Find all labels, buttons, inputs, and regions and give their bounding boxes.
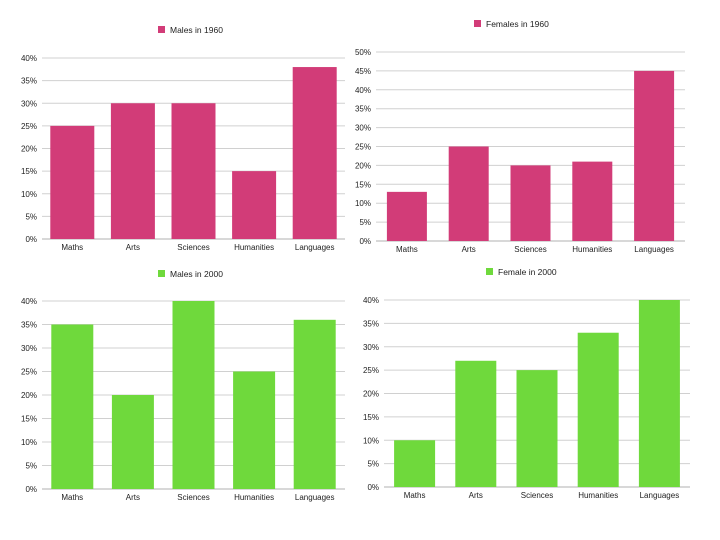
bar-arts — [111, 395, 154, 489]
x-tick-label: Maths — [404, 491, 426, 500]
bar-maths — [50, 125, 95, 239]
y-tick-label: 30% — [21, 99, 37, 108]
y-tick-label: 35% — [21, 321, 37, 330]
legend-swatch — [486, 268, 493, 275]
y-tick-label: 20% — [21, 391, 37, 400]
x-tick-label: Languages — [295, 493, 335, 502]
chart-males-1960: 0% 5% 10% 15% 20% 25% 30% 35% 40% Maths Arts Scienc… — [21, 25, 345, 252]
y-tick-label: 25% — [21, 122, 37, 131]
y-tick-label: 0% — [25, 235, 37, 244]
y-tick-label: 20% — [21, 145, 37, 154]
y-tick-label: 10% — [355, 199, 371, 208]
y-tick-label: 30% — [21, 344, 37, 353]
x-tick-label: Humanities — [578, 491, 618, 500]
y-tick-label: 5% — [25, 462, 37, 471]
bar-sciences — [172, 301, 215, 489]
y-tick-label: 5% — [367, 460, 379, 469]
bar-arts — [110, 103, 155, 239]
bar-sciences — [171, 103, 216, 239]
chart-males-2000: 0% 5% 10% 15% 20% 25% 30% 35% 40% Maths Arts Scienc… — [21, 269, 345, 502]
x-tick-label: Arts — [469, 491, 483, 500]
y-tick-label: 15% — [21, 167, 37, 176]
bar-languages — [293, 319, 336, 489]
x-tick-label: Arts — [126, 243, 140, 252]
y-tick-label: 35% — [363, 319, 379, 328]
bar-humanities — [233, 371, 276, 489]
y-tick-label: 40% — [355, 86, 371, 95]
bar-arts — [455, 360, 497, 487]
legend-swatch — [474, 20, 481, 27]
y-tick-label: 15% — [21, 415, 37, 424]
x-tick-label: Humanities — [572, 245, 612, 254]
y-tick-label: 25% — [355, 143, 371, 152]
x-tick-label: Arts — [462, 245, 476, 254]
legend-swatch — [158, 270, 165, 277]
bar-languages — [638, 300, 680, 487]
y-tick-label: 20% — [363, 390, 379, 399]
x-tick-label: Languages — [634, 245, 674, 254]
bar-humanities — [232, 171, 277, 239]
bar-sciences — [516, 370, 558, 487]
y-tick-label: 35% — [355, 105, 371, 114]
x-tick-label: Humanities — [234, 493, 274, 502]
y-tick-label: 40% — [21, 297, 37, 306]
y-tick-label: 0% — [367, 483, 379, 492]
x-tick-label: Languages — [295, 243, 335, 252]
bar-languages — [292, 67, 337, 239]
y-tick-label: 20% — [355, 161, 371, 170]
legend-label: Males in 2000 — [170, 269, 223, 279]
bar-languages — [634, 70, 675, 242]
bar-maths — [386, 191, 427, 241]
y-tick-label: 40% — [21, 54, 37, 63]
x-tick-label: Sciences — [521, 491, 553, 500]
bar-maths — [394, 440, 436, 487]
bar-maths — [51, 324, 94, 489]
x-tick-label: Maths — [396, 245, 418, 254]
y-tick-label: 15% — [355, 180, 371, 189]
chart-females-1960: 0% 5% 10% 15% 20% 25% 30% 35% 40% 45% 50% Maths Arts… — [355, 19, 685, 254]
x-tick-label: Sciences — [514, 245, 546, 254]
y-tick-label: 45% — [355, 67, 371, 76]
bar-arts — [448, 146, 489, 241]
y-tick-label: 10% — [363, 436, 379, 445]
legend-label: Males in 1960 — [170, 25, 223, 35]
y-tick-label: 35% — [21, 77, 37, 86]
x-tick-label: Humanities — [234, 243, 274, 252]
y-tick-label: 0% — [359, 237, 371, 246]
y-tick-label: 10% — [21, 438, 37, 447]
chart-female-2000: 0% 5% 10% 15% 20% 25% 30% 35% 40% Maths Arts Scienc… — [363, 267, 690, 500]
y-tick-label: 0% — [25, 485, 37, 494]
bar-sciences — [510, 165, 551, 241]
y-tick-label: 40% — [363, 296, 379, 305]
x-tick-label: Maths — [61, 493, 83, 502]
y-tick-label: 50% — [355, 48, 371, 57]
legend-label: Females in 1960 — [486, 19, 549, 29]
bar-humanities — [577, 332, 619, 487]
legend-swatch — [158, 26, 165, 33]
x-tick-label: Sciences — [177, 493, 209, 502]
y-tick-label: 30% — [363, 343, 379, 352]
x-tick-label: Languages — [640, 491, 680, 500]
x-tick-label: Sciences — [177, 243, 209, 252]
y-tick-label: 5% — [359, 218, 371, 227]
legend-label: Female in 2000 — [498, 267, 557, 277]
x-tick-label: Arts — [126, 493, 140, 502]
y-tick-label: 30% — [355, 124, 371, 133]
y-tick-label: 15% — [363, 413, 379, 422]
x-tick-label: Maths — [61, 243, 83, 252]
y-tick-label: 25% — [21, 368, 37, 377]
y-tick-label: 10% — [21, 190, 37, 199]
y-tick-label: 5% — [25, 212, 37, 221]
y-tick-label: 25% — [363, 366, 379, 375]
bar-humanities — [572, 161, 613, 241]
